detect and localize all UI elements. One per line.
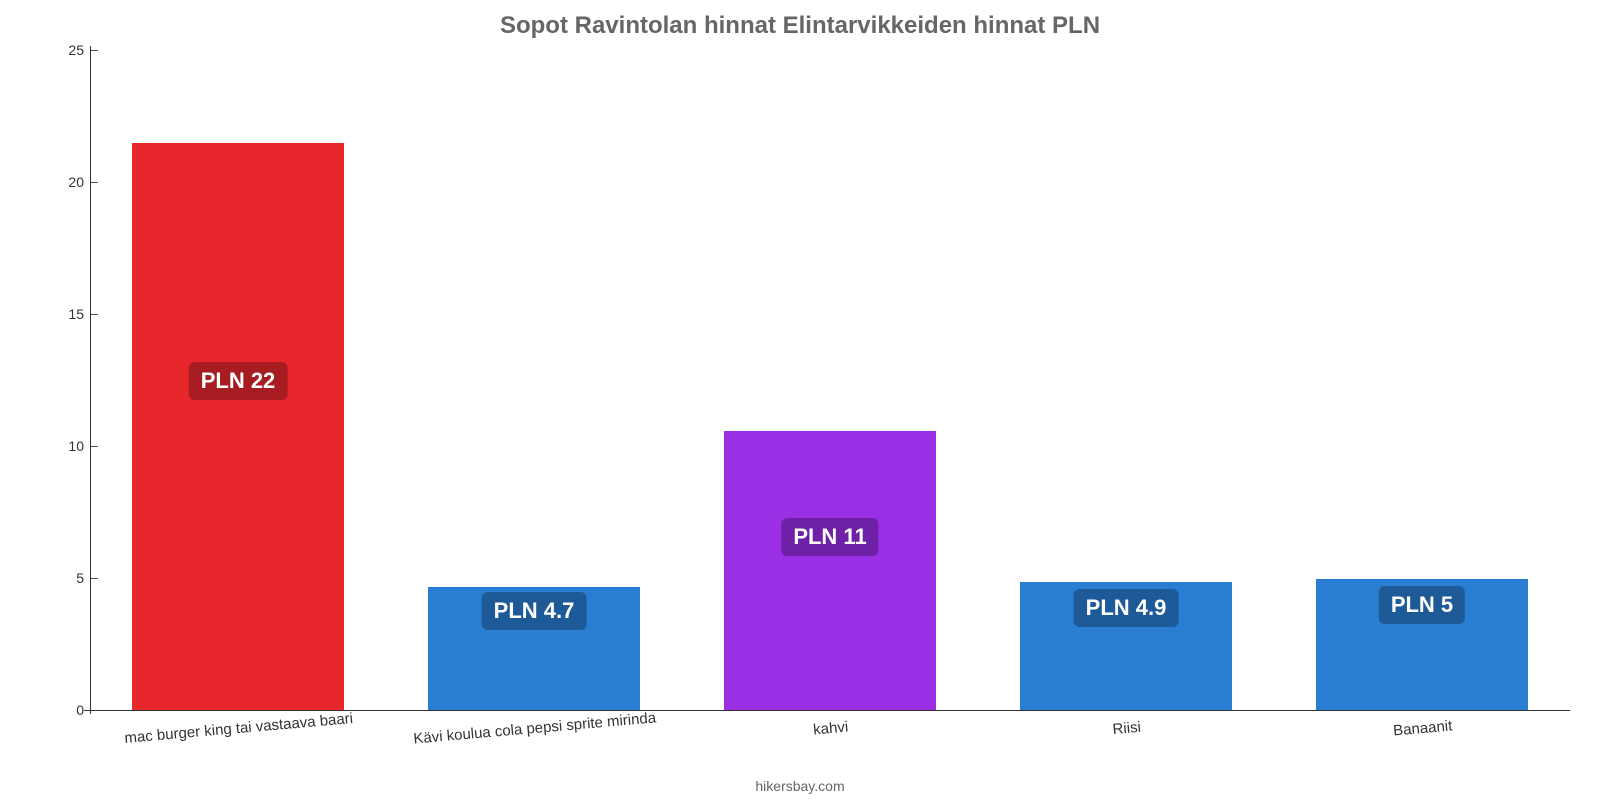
- value-badge: PLN 22: [189, 362, 288, 400]
- plot-area: 0510152025PLN 22mac burger king tai vast…: [90, 50, 1570, 710]
- y-tick-label: 0: [50, 702, 84, 718]
- x-tick-label: Kävi koulua cola pepsi sprite mirinda: [413, 709, 657, 747]
- x-tick-label: Banaanit: [1393, 717, 1453, 739]
- x-tick-label: kahvi: [813, 718, 849, 738]
- chart-container: Sopot Ravintolan hinnat Elintarvikkeiden…: [0, 0, 1600, 800]
- y-tick-label: 10: [50, 438, 84, 454]
- value-badge: PLN 5: [1379, 586, 1465, 624]
- x-axis: [84, 710, 1570, 711]
- bar: [131, 142, 344, 710]
- x-tick-label: mac burger king tai vastaava baari: [124, 710, 354, 747]
- value-badge: PLN 11: [781, 518, 878, 556]
- y-axis: [90, 46, 91, 714]
- gridline: [90, 50, 98, 51]
- y-tick-label: 20: [50, 174, 84, 190]
- chart-title: Sopot Ravintolan hinnat Elintarvikkeiden…: [0, 12, 1600, 40]
- gridline: [90, 182, 98, 183]
- gridline: [90, 446, 98, 447]
- y-tick-label: 25: [50, 42, 84, 58]
- chart-source: hikersbay.com: [0, 778, 1600, 794]
- y-tick-label: 5: [50, 570, 84, 586]
- value-badge: PLN 4.9: [1074, 589, 1179, 627]
- x-tick-label: Riisi: [1112, 719, 1142, 738]
- gridline: [90, 578, 98, 579]
- gridline: [90, 314, 98, 315]
- value-badge: PLN 4.7: [482, 592, 587, 630]
- bar: [723, 430, 936, 710]
- y-tick-label: 15: [50, 306, 84, 322]
